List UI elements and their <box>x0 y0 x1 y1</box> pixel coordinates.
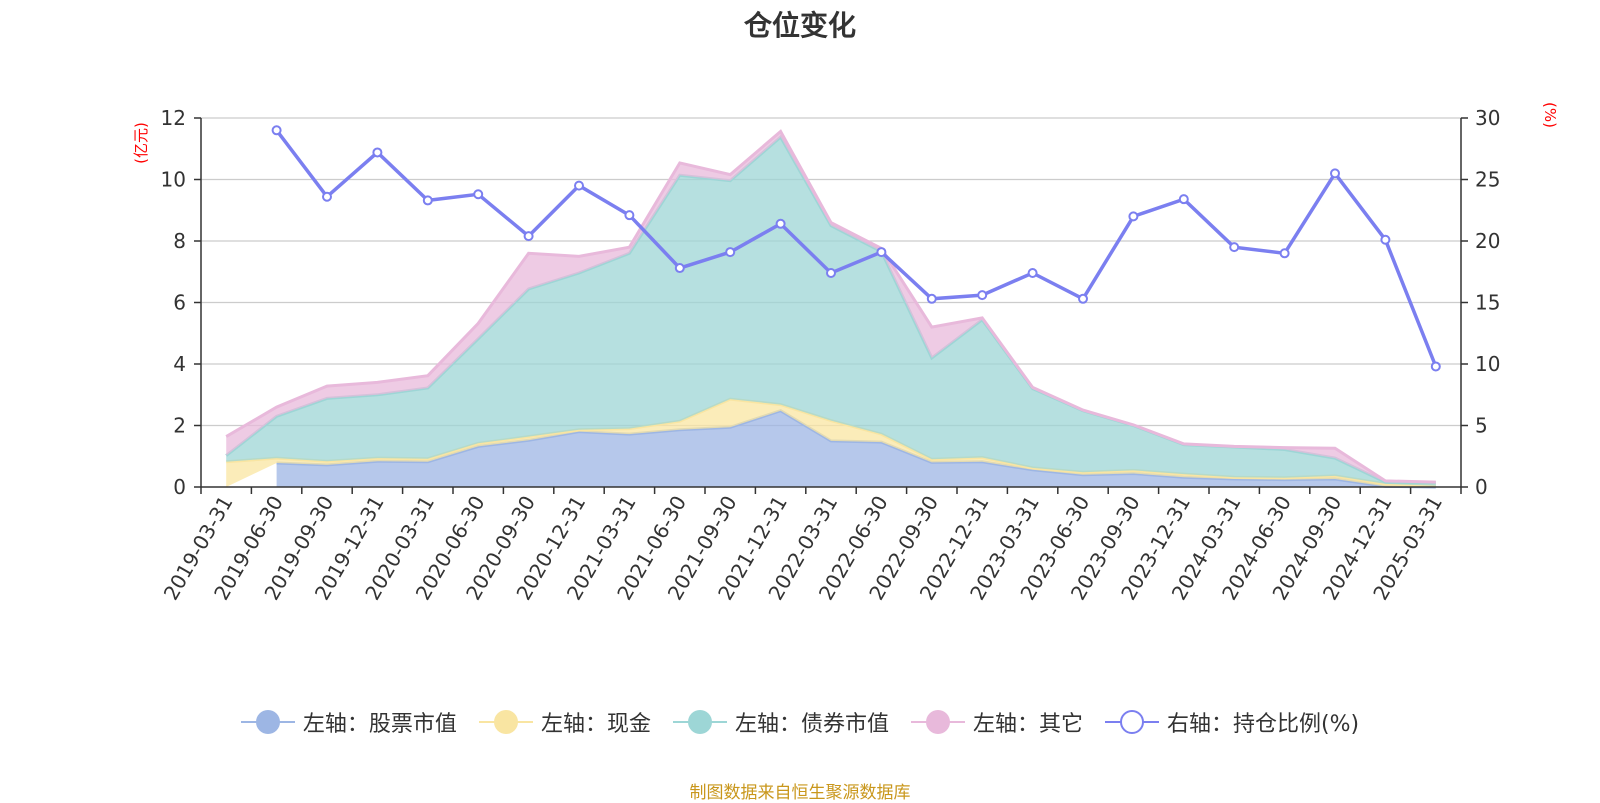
ratio-point[interactable] <box>1078 293 1088 304</box>
ratio-point[interactable] <box>926 293 937 304</box>
area-左轴：现金 <box>226 399 1436 487</box>
right-tick-label: 20 <box>1475 229 1500 253</box>
stacked-area-layer <box>225 129 1436 489</box>
right-tick-label: 25 <box>1475 168 1500 192</box>
area-左轴：债券市值 <box>226 137 1436 486</box>
legend-label: 左轴：现金 <box>540 712 651 737</box>
area-左轴：股票市值 <box>276 410 1436 487</box>
ratio-point[interactable] <box>322 191 332 202</box>
filled-circle-icon <box>478 710 533 734</box>
legend-label: 右轴：持仓比例(%) <box>1166 712 1360 737</box>
hollow-circle-icon <box>1104 710 1159 734</box>
left-tick-label: 8 <box>173 229 186 253</box>
legend-item[interactable]: 左轴：现金 <box>478 706 651 738</box>
ratio-point[interactable] <box>574 180 584 191</box>
chart-title: 仓位变化 <box>743 9 856 42</box>
area-edge-左轴：其它 <box>225 129 1436 484</box>
legend-label: 左轴：债券市值 <box>734 712 889 737</box>
right-tick-label: 15 <box>1475 291 1500 315</box>
left-tick-label: 0 <box>173 475 186 499</box>
ratio-point[interactable] <box>523 231 534 242</box>
left-tick-label: 4 <box>173 352 186 376</box>
legend-item[interactable]: 右轴：持仓比例(%) <box>1104 706 1360 738</box>
legend-label: 左轴：其它 <box>972 712 1083 737</box>
filled-circle-icon <box>672 710 727 734</box>
left-tick-label: 10 <box>161 168 186 192</box>
right-axis-unit-label: (%) <box>1541 102 1559 128</box>
ratio-point[interactable] <box>473 189 484 200</box>
ratio-point[interactable] <box>775 218 786 229</box>
ratio-point[interactable] <box>826 267 836 278</box>
left-tick-label: 6 <box>173 291 186 315</box>
ratio-point[interactable] <box>1430 361 1441 372</box>
right-tick-label: 0 <box>1475 475 1488 499</box>
ratio-point[interactable] <box>725 247 736 258</box>
ratio-point[interactable] <box>372 147 383 158</box>
ratio-point[interactable] <box>977 290 988 301</box>
chart-canvas: (亿元) (%) 0246810120510152025302019-03-31… <box>132 102 1559 604</box>
ratio-point[interactable] <box>1128 211 1139 222</box>
legend-item[interactable]: 左轴：其它 <box>910 706 1083 738</box>
right-tick-label: 30 <box>1475 106 1500 130</box>
ratio-point[interactable] <box>1380 234 1391 245</box>
ratio-point[interactable] <box>1279 248 1290 259</box>
ratio-point[interactable] <box>422 195 433 206</box>
ratio-point[interactable] <box>271 125 282 136</box>
left-axis-unit-label: (亿元) <box>132 122 150 164</box>
ratio-point[interactable] <box>624 210 635 221</box>
ratio-point[interactable] <box>876 247 887 258</box>
left-tick-label: 2 <box>173 414 186 438</box>
ratio-line-layer <box>271 125 1441 372</box>
ratio-point[interactable] <box>1178 194 1189 205</box>
right-tick-label: 10 <box>1475 352 1500 376</box>
legend-item[interactable]: 左轴：债券市值 <box>672 706 889 738</box>
filled-circle-icon <box>910 710 965 734</box>
legend-item[interactable]: 左轴：股票市值 <box>240 706 457 738</box>
right-tick-label: 5 <box>1475 414 1488 438</box>
ratio-point[interactable] <box>1330 168 1340 179</box>
legend-label: 左轴：股票市值 <box>302 712 457 737</box>
ratio-point[interactable] <box>1027 267 1038 278</box>
source-note: 制图数据来自恒生聚源数据库 <box>689 783 911 803</box>
legend: 左轴：股票市值 左轴：现金 左轴：债券市值 左轴：其它 右轴：持仓比例(%) <box>0 706 1600 738</box>
ratio-point[interactable] <box>1229 242 1240 253</box>
line-holding-ratio <box>275 129 1438 368</box>
ratio-point[interactable] <box>674 263 685 274</box>
filled-circle-icon <box>240 710 295 734</box>
left-tick-label: 12 <box>161 106 186 130</box>
